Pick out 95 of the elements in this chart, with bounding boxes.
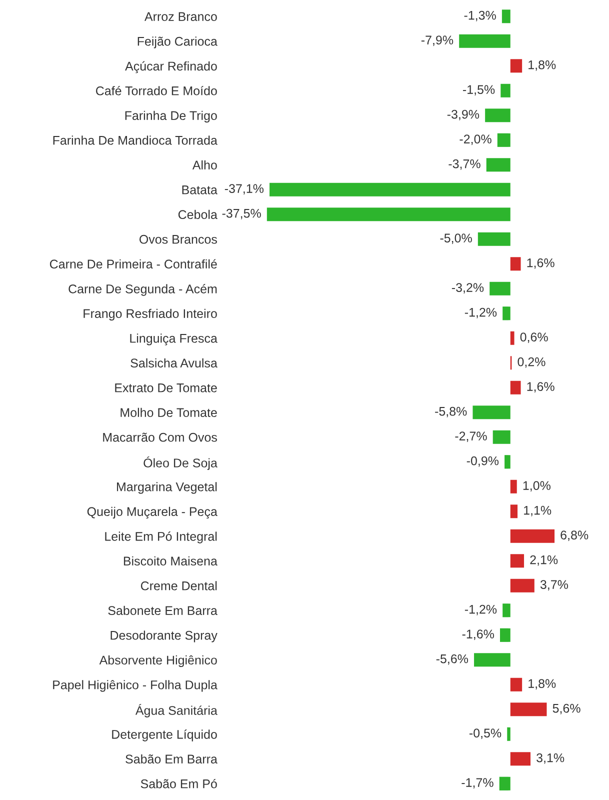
data-label: 3,7%: [540, 580, 568, 590]
y-tick-label: Macarrão Com Ovos: [103, 432, 217, 442]
y-tick-label: Linguiça Fresca: [130, 334, 218, 346]
data-label: 3,1%: [536, 753, 564, 764]
data-label: 1,0%: [523, 481, 550, 492]
bar: [510, 504, 518, 518]
y-tick-label: Absorvente Higiênico: [99, 655, 217, 668]
bar: [492, 430, 510, 444]
y-tick-label: Carne De Segunda - Acém: [68, 284, 217, 296]
data-label: 2,1%: [530, 555, 558, 566]
y-tick-label: Açúcar Refinado: [125, 61, 217, 74]
y-tick-label: Salsicha Avulsa: [130, 358, 218, 368]
data-label: -3,9%: [447, 110, 480, 120]
bar: [500, 628, 510, 642]
bar: [459, 34, 510, 48]
data-label: -1,6%: [462, 630, 494, 640]
bar: [270, 182, 510, 196]
bar: [474, 653, 510, 667]
data-label: -1,7%: [462, 778, 494, 788]
y-tick-label: Alho: [192, 160, 217, 170]
data-label: -7,9%: [421, 36, 454, 46]
data-label: -2,7%: [455, 432, 487, 442]
y-tick-label: Farinha De Trigo: [125, 110, 217, 122]
y-tick-label: Papel Higiênico - Folha Dupla: [53, 680, 218, 692]
bar: [502, 306, 510, 320]
y-tick-label: Queijo Muçarela - Peça: [87, 506, 218, 519]
y-tick-label: Farinha De Mandioca Torrada: [53, 136, 218, 145]
data-label: -0,5%: [469, 728, 502, 739]
y-tick-label: Leite Em Pó Integral: [105, 532, 217, 544]
y-tick-label: Cebola: [178, 210, 218, 220]
y-tick-label: Biscoito Maisena: [124, 556, 218, 566]
data-label: 1,8%: [528, 60, 556, 71]
y-tick-label: Sabão Em Pó: [140, 778, 217, 788]
data-label: 0,6%: [520, 332, 548, 343]
bar: [510, 702, 547, 716]
bar: [510, 257, 521, 271]
data-label: 1,6%: [527, 382, 554, 392]
y-tick-label: Carne De Primeira - Contrafilé: [50, 259, 217, 269]
bar: [486, 158, 510, 172]
data-label: -3,2%: [452, 283, 484, 294]
bar: [502, 604, 510, 618]
y-tick-label: Batata: [182, 186, 218, 194]
data-label: -5,0%: [440, 234, 472, 244]
bar: [472, 406, 510, 420]
y-tick-label: Arroz Branco: [144, 12, 217, 22]
data-label: -5,8%: [435, 406, 467, 418]
bar: [510, 380, 521, 394]
bar: [510, 331, 514, 345]
y-tick-label: Água Sanitária: [135, 704, 218, 718]
data-label: -1,5%: [462, 85, 495, 96]
data-label: -1,3%: [464, 10, 496, 22]
data-label: -37,1%: [224, 184, 264, 194]
bar: [266, 208, 510, 222]
bar: [490, 282, 510, 296]
bar: [502, 10, 510, 24]
bar: [499, 776, 510, 790]
bar: [485, 108, 510, 122]
data-label: -1,2%: [464, 308, 497, 318]
bar: [510, 578, 534, 592]
data-label: -5,6%: [436, 654, 468, 665]
y-tick-label: Detergente Líquido: [112, 730, 217, 742]
bar: [510, 59, 522, 73]
data-label: -3,7%: [448, 159, 480, 170]
data-label: 1,6%: [527, 258, 554, 269]
y-tick-label: Óleo De Soja: [144, 456, 218, 470]
data-label: 1,1%: [524, 506, 552, 516]
bar: [507, 727, 510, 741]
data-label: -37,5%: [222, 208, 261, 220]
data-label: -1,2%: [464, 604, 497, 616]
y-tick-label: Sabão Em Barra: [126, 754, 218, 764]
data-label: 6,8%: [560, 530, 588, 541]
y-tick-label: Margarina Vegetal: [117, 482, 217, 494]
data-label: -0,9%: [466, 456, 499, 467]
bar: [497, 133, 510, 147]
y-tick-label: Ovos Brancos: [140, 234, 217, 244]
y-tick-label: Creme Dental: [140, 581, 217, 590]
y-tick-label: Desodorante Spray: [110, 630, 218, 642]
bar: [500, 84, 510, 98]
y-tick-label: Frango Resfriado Inteiro: [84, 308, 217, 320]
y-tick-label: Extrato De Tomate: [115, 384, 217, 392]
data-label: -2,0%: [460, 134, 492, 145]
bar: [504, 455, 510, 469]
y-tick-label: Café Torrado E Moído: [96, 86, 217, 96]
y-tick-label: Sabonete Em Barra: [108, 606, 218, 616]
bar: [478, 232, 510, 246]
y-tick-label: Molho De Tomate: [120, 408, 217, 418]
data-label: 0,2%: [518, 357, 546, 368]
data-label: 5,6%: [552, 704, 580, 714]
y-tick-label: Feijão Carioca: [138, 36, 218, 48]
bar: [510, 752, 531, 766]
bar: [510, 554, 524, 568]
bar: [510, 480, 517, 494]
bar: [510, 678, 522, 692]
data-label: 1,8%: [528, 679, 556, 690]
bar: [510, 529, 555, 543]
